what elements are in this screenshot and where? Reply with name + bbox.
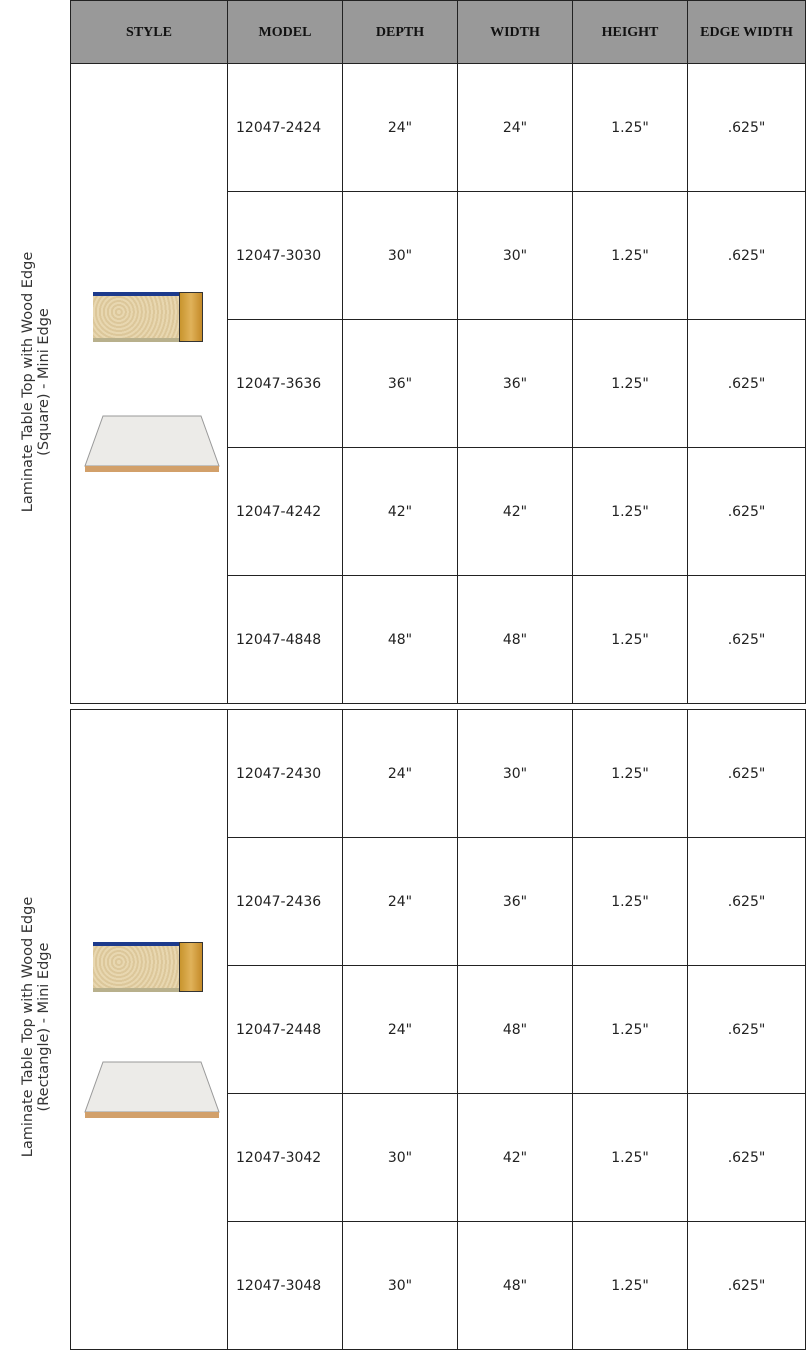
depth-cell: 30" [342,1093,458,1222]
table-row: 12047-2436 24" 36" 1.25" .625" [71,837,806,966]
edge-width-cell: .625" [687,965,806,1094]
style-label-text: Laminate Table Top with Wood Edge (Recta… [20,896,52,1158]
width-cell: 36" [457,837,573,966]
table-row: 12047-2424 24" 24" 1.25" .625" [70,63,806,704]
edge-width-cell: .625" [687,1093,806,1222]
tabletop-image [83,790,223,856]
width-cell: 36" [457,319,573,448]
depth-cell: 42" [342,447,458,576]
edge-width-cell: .625" [687,191,806,320]
table-row: 12047-3048 30" 48" 1.25" .625" [71,1221,806,1350]
edge-width-cell: .625" [687,63,806,192]
width-cell: 42" [457,1093,573,1222]
edge-profile-image [93,292,203,342]
table-row: 12047-4848 48" 48" 1.25" .625" [71,575,806,704]
model-cell: 12047-3636 [227,319,343,448]
model-cell: 12047-2424 [227,63,343,192]
depth-cell: 24" [342,63,458,192]
depth-cell: 24" [342,965,458,1094]
header-model: MODEL [227,0,343,64]
depth-cell: 24" [342,709,458,838]
spec-table-rectangle: 12047-2430 24" 30" 1.25" .625" 12047-243… [70,709,806,1350]
table-row: 12047-3636 36" 36" 1.25" .625" [71,319,806,448]
model-cell: 12047-4848 [227,575,343,704]
header-height: HEIGHT [572,0,688,64]
table-row: 12047-4242 42" 42" 1.25" .625" [71,447,806,576]
height-cell: 1.25" [572,319,688,448]
table-header-row: STYLE MODEL DEPTH WIDTH HEIGHT EDGE WIDT… [70,0,806,64]
width-cell: 42" [457,447,573,576]
header-style: STYLE [70,0,228,64]
table-row: 12047-3042 30" 42" 1.25" .625" [71,1093,806,1222]
spec-table-square: STYLE MODEL DEPTH WIDTH HEIGHT EDGE WIDT… [70,0,806,704]
width-cell: 48" [457,575,573,704]
model-cell: 12047-3048 [227,1221,343,1350]
width-cell: 48" [457,1221,573,1350]
group-label-square: Laminate Table Top with Wood Edge (Squar… [0,62,72,702]
height-cell: 1.25" [572,575,688,704]
height-cell: 1.25" [572,191,688,320]
depth-cell: 36" [342,319,458,448]
edge-width-cell: .625" [687,319,806,448]
height-cell: 1.25" [572,1093,688,1222]
width-cell: 30" [457,709,573,838]
table-row: 12047-2448 24" 48" 1.25" .625" [71,965,806,1094]
depth-cell: 24" [342,837,458,966]
height-cell: 1.25" [572,1221,688,1350]
header-depth: DEPTH [342,0,458,64]
edge-width-cell: .625" [687,447,806,576]
height-cell: 1.25" [572,709,688,838]
edge-width-cell: .625" [687,1221,806,1350]
depth-cell: 48" [342,575,458,704]
depth-cell: 30" [342,1221,458,1350]
style-label-text: Laminate Table Top with Wood Edge (Squar… [20,251,52,513]
model-cell: 12047-2448 [227,965,343,1094]
depth-cell: 30" [342,191,458,320]
table-row: 12047-3030 30" 30" 1.25" .625" [71,191,806,320]
model-cell: 12047-2436 [227,837,343,966]
model-cell: 12047-3042 [227,1093,343,1222]
style-image-cell [70,709,228,1350]
header-width: WIDTH [457,0,573,64]
group-label-rectangle: Laminate Table Top with Wood Edge (Recta… [0,709,72,1345]
style-image-cell [70,63,228,704]
tabletop-image [83,1060,223,1126]
height-cell: 1.25" [572,837,688,966]
width-cell: 30" [457,191,573,320]
model-cell: 12047-2430 [227,709,343,838]
width-cell: 24" [457,63,573,192]
width-cell: 48" [457,965,573,1094]
edge-profile-image [93,942,203,992]
height-cell: 1.25" [572,63,688,192]
model-cell: 12047-4242 [227,447,343,576]
height-cell: 1.25" [572,447,688,576]
tabletop-image [83,414,223,480]
edge-width-cell: .625" [687,837,806,966]
header-edge-width: EDGE WIDTH [687,0,806,64]
height-cell: 1.25" [572,965,688,1094]
edge-width-cell: .625" [687,709,806,838]
edge-width-cell: .625" [687,575,806,704]
table-row: 12047-2430 24" 30" 1.25" .625" [70,709,806,1350]
model-cell: 12047-3030 [227,191,343,320]
